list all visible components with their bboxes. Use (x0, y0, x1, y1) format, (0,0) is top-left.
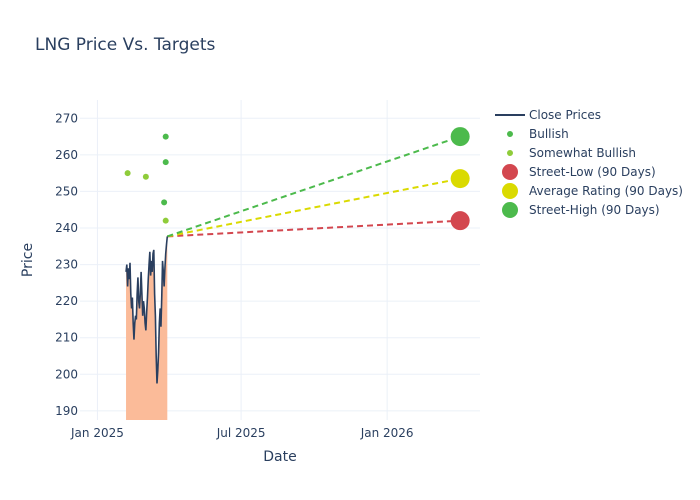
legend-label: Bullish (529, 127, 569, 141)
x-tick-label: Jul 2025 (216, 426, 266, 440)
y-tick-label: 260 (55, 148, 78, 162)
target-point (450, 211, 470, 231)
target-point (450, 127, 470, 147)
projection-line (166, 135, 461, 238)
analyst-rating-point (162, 133, 169, 140)
y-tick-label: 230 (55, 258, 78, 272)
y-tick-label: 210 (55, 331, 78, 345)
x-axis: Jan 2025 Jul 2025 Jan 2026 (70, 426, 414, 440)
y-axis-title: Price (20, 243, 36, 277)
legend-label: Average Rating (90 Days) (529, 184, 683, 198)
target-points (450, 127, 470, 231)
chart-title: LNG Price Vs. Targets (35, 35, 216, 55)
close-price-line (125, 236, 169, 384)
projection-line (167, 219, 461, 238)
legend-dot-symbol (507, 131, 513, 137)
analyst-rating-point (142, 173, 149, 180)
legend-dot-symbol (502, 164, 518, 180)
y-tick-label: 250 (55, 184, 78, 198)
y-tick-label: 200 (55, 367, 78, 381)
close-price-series (125, 236, 169, 384)
analyst-rating-points (124, 133, 169, 224)
analyst-rating-point (162, 159, 169, 166)
x-axis-title: Date (263, 449, 296, 465)
target-point (450, 169, 470, 189)
legend: Close Prices Bullish Somewhat Bullish Stree… (495, 108, 683, 218)
x-tick-label: Jan 2025 (70, 426, 124, 440)
analyst-rating-point (124, 170, 131, 177)
analyst-rating-point (162, 217, 169, 224)
projection-lines (166, 135, 461, 238)
y-tick-label: 240 (55, 221, 78, 235)
y-tick-label: 190 (55, 404, 78, 418)
y-axis: 190 200 210 220 230 240 250 260 270 (55, 111, 78, 418)
analyst-rating-point (161, 199, 168, 206)
legend-label: Street-Low (90 Days) (529, 165, 656, 179)
x-tick-label: Jan 2026 (360, 426, 414, 440)
legend-label: Street-High (90 Days) (529, 203, 660, 217)
legend-dot-symbol (502, 202, 518, 218)
y-tick-label: 220 (55, 294, 78, 308)
legend-dot-symbol (502, 183, 518, 199)
legend-label: Somewhat Bullish (529, 146, 636, 160)
y-tick-label: 270 (55, 111, 78, 125)
legend-dot-symbol (507, 150, 513, 156)
legend-label: Close Prices (529, 108, 601, 122)
